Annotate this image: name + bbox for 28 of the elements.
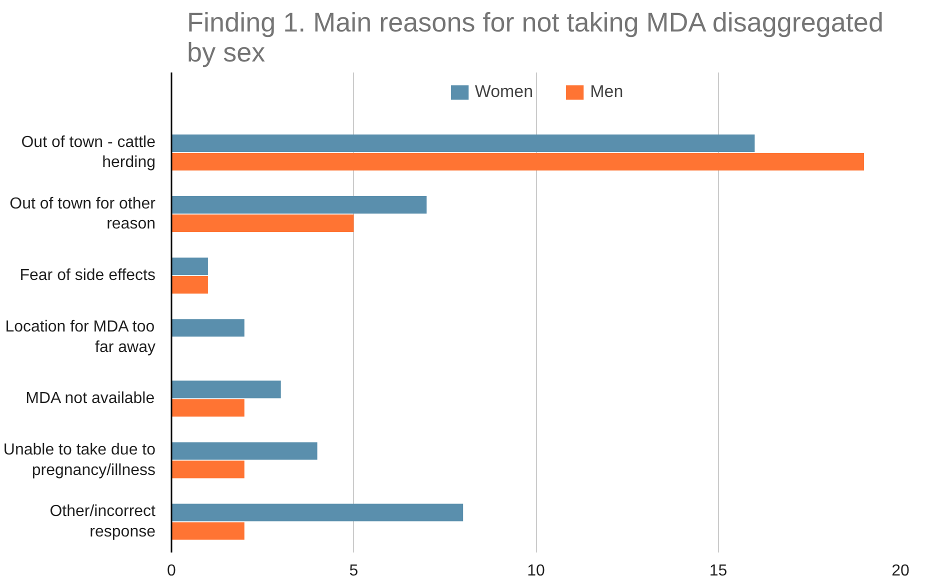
y-tick-label: Out of town for other reason: [10, 195, 156, 233]
bar: [172, 134, 755, 152]
chart-title: Finding 1. Main reasons for not taking MDA disaggregated by sex: [187, 8, 884, 68]
y-tick-label: Other/incorrect response: [50, 503, 156, 540]
bar: [172, 442, 318, 460]
bar: [172, 152, 864, 170]
bar: [172, 276, 208, 294]
y-tick-label: Fear of side effects: [20, 267, 156, 284]
x-tick-label: 5: [349, 562, 358, 580]
legend-label: Women: [474, 82, 534, 102]
bar: [172, 504, 464, 522]
bar: [172, 460, 244, 478]
y-tick-label: MDA not available: [26, 390, 155, 408]
bar: [172, 258, 208, 276]
y-tick-label: Out of town - cattle herding: [21, 134, 156, 172]
x-tick-label: 15: [709, 562, 728, 580]
y-tick-label: Unable to take due to pregnancy/illness: [3, 441, 156, 479]
bar: [172, 214, 354, 232]
legend-label: Men: [590, 82, 624, 102]
x-tick-label: 10: [527, 562, 545, 580]
bar: [172, 522, 244, 540]
y-tick-label: Location for MDA too far away: [5, 318, 156, 356]
bar: [172, 319, 244, 337]
bar: [172, 399, 244, 417]
x-tick-label: 20: [892, 562, 910, 580]
bar: [172, 380, 281, 398]
bar: [172, 196, 427, 214]
x-tick-label: 0: [167, 562, 176, 580]
